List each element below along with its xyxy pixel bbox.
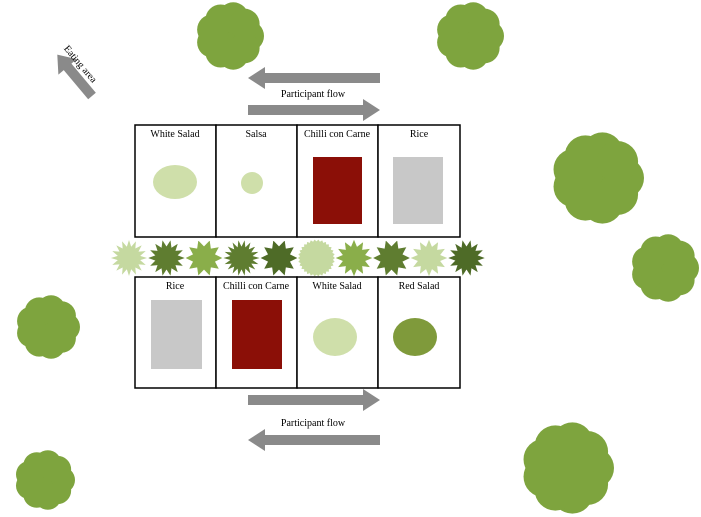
tray [393, 157, 443, 224]
tray [313, 157, 362, 224]
flow-arrow-left [248, 67, 380, 89]
plant [109, 238, 149, 278]
dish-label: Chilli con Carne [304, 129, 371, 140]
plant [221, 238, 262, 278]
plant [259, 239, 299, 277]
bush-part [566, 431, 609, 473]
dish-label: Chilli con Carne [223, 281, 290, 292]
bush [632, 234, 699, 302]
eating-area-arrow [57, 54, 96, 100]
bush-part [664, 240, 695, 272]
bush [17, 295, 80, 359]
flow-arrow-right [248, 99, 380, 121]
dish-label: White Salad [312, 281, 361, 292]
plant [409, 238, 449, 278]
dish-label: Red Salad [399, 281, 440, 292]
bush [523, 422, 614, 514]
flow-label: Participant flow [281, 89, 346, 100]
bowl [393, 318, 437, 356]
bush [553, 132, 644, 224]
bush-part [469, 8, 500, 40]
flow-label: Participant flow [281, 418, 346, 429]
plant [334, 238, 374, 278]
plant [371, 239, 412, 277]
bowl [241, 172, 263, 194]
bush [437, 2, 505, 70]
bush [15, 450, 75, 510]
plant [184, 239, 224, 277]
plant [297, 238, 336, 278]
dish-label: Rice [410, 129, 429, 140]
bush-part [44, 455, 72, 483]
plant [146, 238, 187, 278]
bowl [153, 165, 197, 199]
tray [151, 300, 202, 369]
dish-label: Salsa [245, 129, 267, 140]
top-table: White Salad Salsa Chilli con Carne Rice [134, 124, 461, 238]
flow-arrow-left [248, 429, 380, 451]
dish-label: White Salad [150, 129, 199, 140]
bush-part [596, 141, 639, 183]
dish-label: Rice [166, 281, 185, 292]
bushes [15, 2, 699, 514]
bush-part [229, 8, 260, 40]
bowl [313, 318, 357, 356]
plant [446, 238, 487, 278]
flow-arrow-right [248, 389, 380, 411]
plant-row [109, 238, 487, 278]
bush [197, 2, 264, 70]
bush-part [47, 301, 76, 331]
bottom-table: Rice Chilli con Carne White Salad Red Sa… [134, 276, 461, 389]
tray [232, 300, 282, 369]
